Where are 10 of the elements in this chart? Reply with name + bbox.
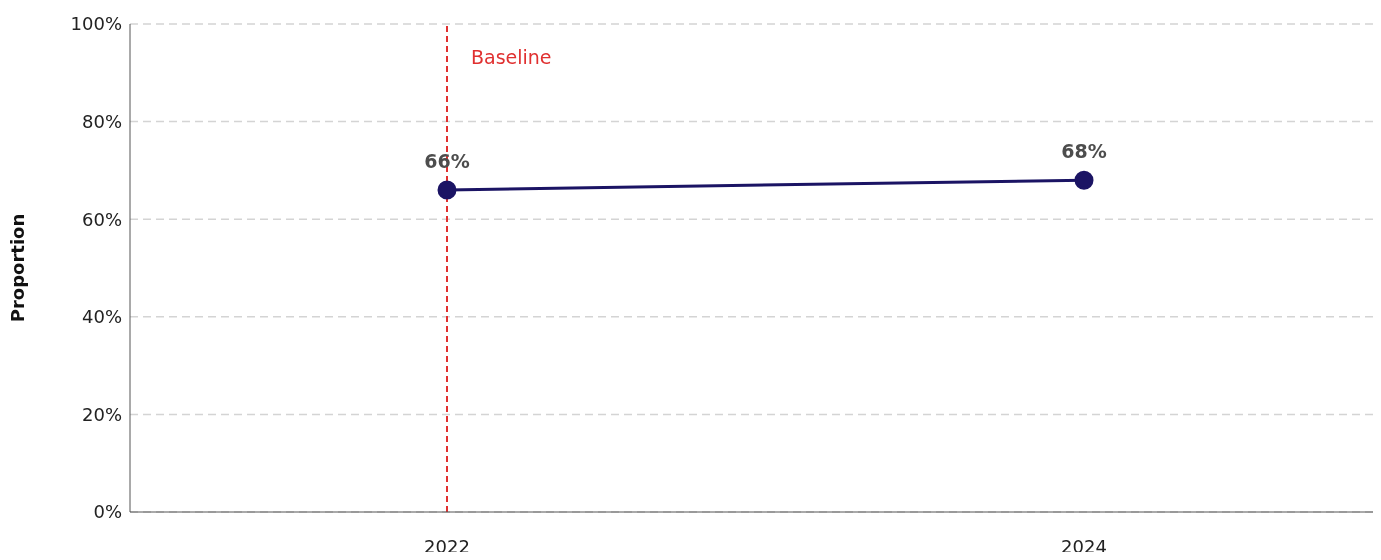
y-tick-label: 80%	[81, 110, 122, 132]
ref-line-label: Baseline	[471, 46, 552, 68]
y-tick-label: 100%	[70, 13, 122, 35]
y-tick-label: 0%	[93, 501, 122, 523]
y-axis-title: Proportion	[7, 213, 29, 323]
y-tick-label: 40%	[81, 306, 122, 328]
text: 66%	[424, 149, 470, 172]
text: 68%	[1061, 140, 1107, 163]
y-tick-label: 60%	[81, 208, 122, 230]
y-tick-label: 20%	[81, 403, 122, 425]
